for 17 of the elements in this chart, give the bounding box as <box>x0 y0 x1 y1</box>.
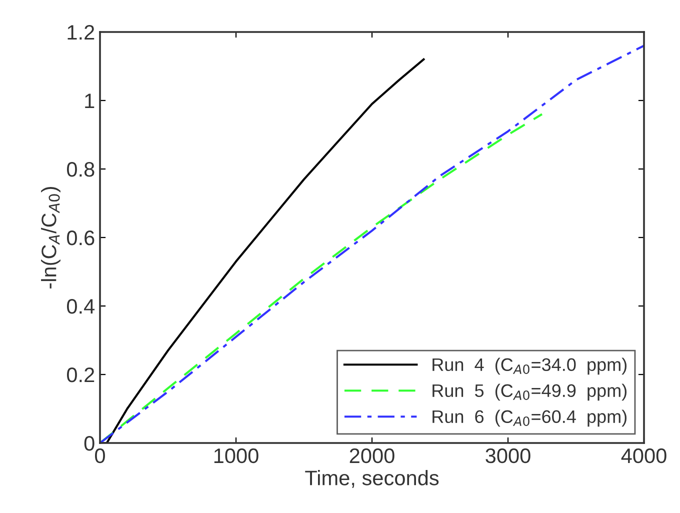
x-tick-label: 1000 <box>214 448 258 464</box>
y-tick-label: 0.2 <box>66 368 94 382</box>
x-tick-label: 3000 <box>486 448 530 464</box>
y-tick-label: 0.6 <box>66 230 94 246</box>
x-tick-label: 0 <box>95 448 105 464</box>
legend-label: Run 5 (C$_{A0}$=49.9 ppm) <box>432 384 626 401</box>
x-tick-label: 4000 <box>621 448 666 464</box>
x-axis-title: Time, seconds <box>305 470 439 488</box>
legend-label: Run 6 (C$_{A0}$=60.4 ppm) <box>432 410 626 427</box>
legend-label: Run 4 (C$_{A0}$=34.0 ppm) <box>432 358 626 375</box>
y-tick-label: 1.2 <box>68 25 94 40</box>
y-tick-label: 0.8 <box>66 162 94 177</box>
y-tick-label: 0 <box>84 436 94 451</box>
y-axis-title: -ln(C$_{A}$/C$_{A0}$) <box>41 186 60 288</box>
y-tick-label: 1 <box>85 94 94 108</box>
y-tick-label: 0.4 <box>66 299 95 314</box>
x-tick-label: 2000 <box>350 448 394 464</box>
